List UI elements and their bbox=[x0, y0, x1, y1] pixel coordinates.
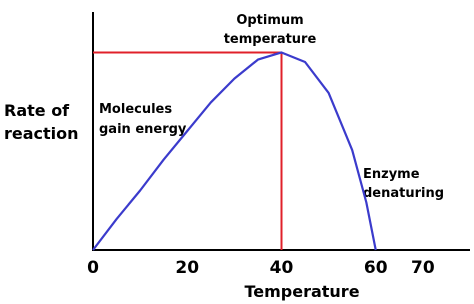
annotation: Enzyme bbox=[363, 167, 420, 182]
annotation: gain energy bbox=[99, 122, 187, 137]
annotation: temperature bbox=[224, 32, 317, 47]
y-label-line: reaction bbox=[4, 124, 79, 143]
annotation: Optimum bbox=[236, 13, 303, 28]
annotation: denaturing bbox=[363, 186, 444, 201]
curve bbox=[92, 51, 377, 251]
x-tick-label: 40 bbox=[270, 258, 294, 278]
y-label-line: Rate of bbox=[4, 101, 70, 120]
x-tick-label: 0 bbox=[87, 258, 99, 278]
x-tick-label: 70 bbox=[411, 258, 435, 278]
x-tick-label: 60 bbox=[364, 258, 388, 278]
x-label: Temperature bbox=[244, 282, 359, 301]
x-tick-label: 20 bbox=[175, 258, 199, 278]
annotation: Molecules bbox=[99, 102, 172, 117]
